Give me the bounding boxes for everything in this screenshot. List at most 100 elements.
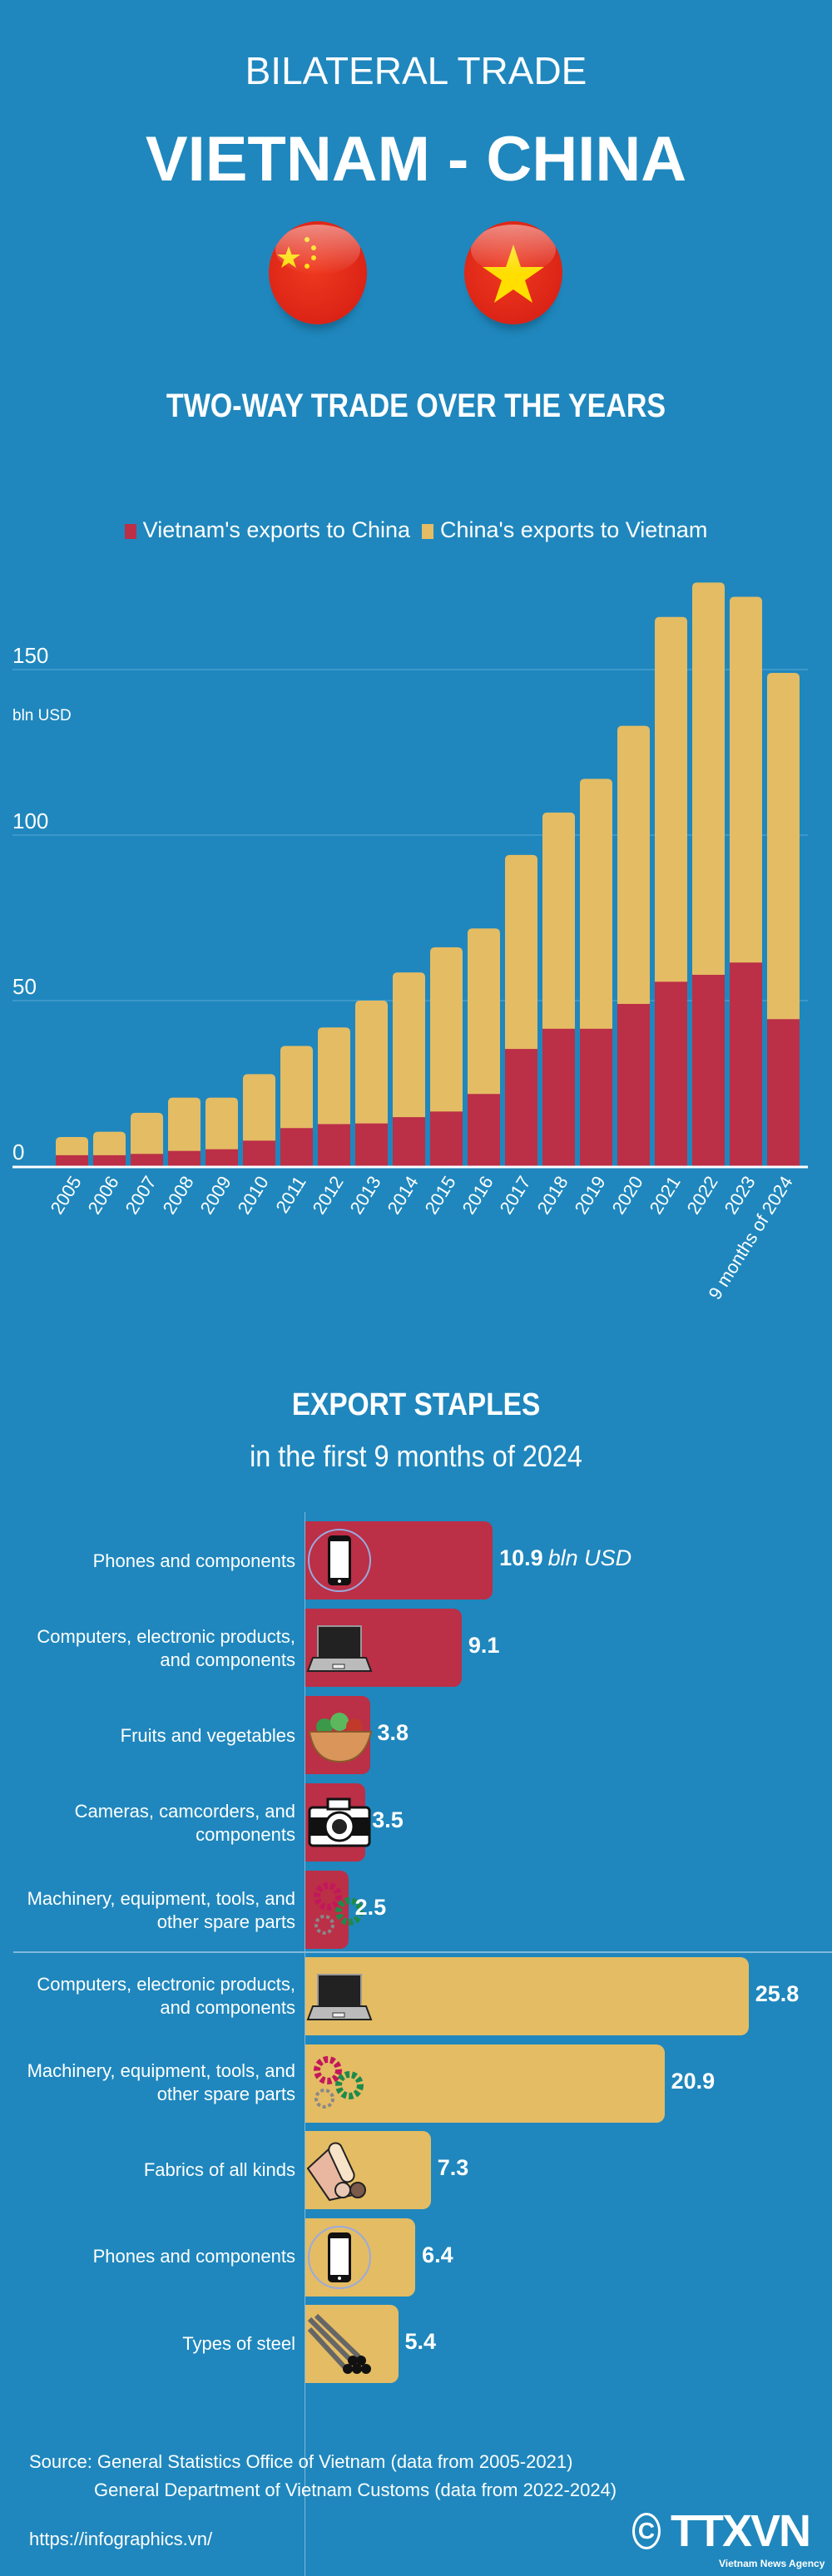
ttxvn-logo: C TTXVN Vietnam News Agency	[632, 2508, 825, 2573]
bar-vietnam-exports	[542, 1028, 575, 1166]
supertitle: BILATERAL TRADE	[245, 49, 587, 92]
bar-vietnam-exports	[767, 1019, 800, 1166]
x-tick-label: 2019	[571, 1172, 610, 1218]
laptop-icon	[306, 1974, 373, 2020]
legend-label: China's exports to Vietnam	[440, 517, 708, 542]
value-number: 25.8	[755, 1981, 800, 2006]
x-tick-label: 2014	[384, 1172, 423, 1218]
legend-swatch-yellow	[422, 523, 433, 539]
bar-vietnam-exports	[355, 1123, 388, 1166]
vegetable-bowl-icon	[308, 1713, 373, 1763]
bar-vietnam-exports	[617, 1003, 650, 1166]
staple-label: Computers, electronic products, and comp…	[37, 1625, 295, 1670]
section-subtitle: in the first 9 months of 2024	[250, 1439, 582, 1473]
gears-icon	[314, 2055, 364, 2109]
staple-label: Machinery, equipment, tools, and other s…	[27, 1887, 295, 1932]
website-link[interactable]: https://infographics.vn/	[29, 2529, 213, 2549]
staple-label-box: Fruits and vegetables	[12, 1693, 295, 1778]
bar-vietnam-exports	[243, 1140, 275, 1166]
source-line-2: General Department of Vietnam Customs (d…	[94, 2480, 617, 2500]
staple-label: Fabrics of all kinds	[143, 2159, 295, 2180]
staple-label: Computers, electronic products, and comp…	[37, 1974, 295, 2018]
chart-legend: Vietnam's exports to China China's expor…	[0, 517, 832, 543]
phone-icon	[308, 2225, 371, 2289]
legend-swatch-red	[124, 523, 136, 539]
staple-value: 2.5	[355, 1895, 387, 1921]
y-axis-unit: bln USD	[12, 707, 72, 724]
bar-china-exports	[131, 1112, 163, 1166]
vietnam-flag-icon	[464, 221, 562, 324]
gears-icon	[314, 1882, 364, 1935]
value-unit: bln USD	[547, 1545, 632, 1570]
staple-label: Cameras, camcorders, and components	[74, 1800, 295, 1845]
legend-item-vietnam-exports: Vietnam's exports to China	[124, 517, 410, 543]
staple-value: 3.8	[377, 1720, 409, 1746]
source-line-1: Source: General Statistics Office of Vie…	[29, 2451, 573, 2472]
x-tick-label: 2012	[309, 1172, 348, 1218]
bar-vietnam-exports	[393, 1117, 425, 1166]
section-title-trade: TWO-WAY TRADE OVER THE YEARS	[166, 388, 666, 424]
x-tick-label: 2021	[646, 1172, 685, 1218]
staple-label: Types of steel	[182, 2333, 295, 2354]
section-title-staples: EXPORT STAPLES	[291, 1387, 541, 1422]
x-tick-label: 2011	[271, 1172, 310, 1216]
x-tick-label: 2008	[159, 1172, 198, 1218]
value-number: 2.5	[354, 1895, 387, 1920]
value-number: 7.3	[437, 2155, 469, 2180]
bar-vietnam-exports	[655, 981, 687, 1166]
staple-label-box: Phones and components	[12, 1518, 295, 1604]
steel-pipes-icon	[307, 2313, 371, 2374]
staple-bar	[305, 2044, 665, 2123]
staple-label-box: Computers, electronic products, and comp…	[12, 1954, 295, 2039]
staple-value: 3.5	[372, 1807, 404, 1833]
value-number: 20.9	[671, 2068, 716, 2094]
x-tick-label: 2023	[721, 1172, 760, 1218]
bar-vietnam-exports	[206, 1149, 238, 1166]
staple-value: 10.9 bln USD	[499, 1545, 631, 1571]
bar-vietnam-exports	[730, 962, 762, 1166]
bar-vietnam-exports	[468, 1094, 500, 1166]
logo-subtext: Vietnam News Agency	[719, 2558, 825, 2569]
phone-icon	[308, 1529, 371, 1592]
legend-label: Vietnam's exports to China	[142, 517, 410, 542]
bar-vietnam-exports	[93, 1155, 126, 1166]
value-number: 3.5	[372, 1807, 404, 1832]
staple-label: Fruits and vegetables	[120, 1724, 295, 1746]
x-tick-label: 2018	[533, 1172, 572, 1218]
staple-value: 20.9	[671, 2069, 716, 2094]
staple-value: 6.4	[422, 2242, 453, 2268]
x-tick-label: 2006	[84, 1172, 123, 1218]
bar-vietnam-exports	[580, 1028, 612, 1166]
staple-label-box: Cameras, camcorders, and components	[12, 1780, 295, 1866]
staple-label-box: Fabrics of all kinds	[12, 2128, 295, 2213]
legend-item-china-exports: China's exports to Vietnam	[422, 517, 707, 543]
x-tick-label: 2009	[196, 1172, 235, 1218]
staple-value: 5.4	[405, 2329, 437, 2355]
bar-vietnam-exports	[168, 1150, 201, 1166]
staple-label-box: Phones and components	[12, 2214, 295, 2299]
x-tick-label: 2007	[121, 1172, 161, 1218]
y-tick-label: 0	[12, 1140, 24, 1164]
x-tick-label: 2020	[608, 1172, 647, 1218]
staple-label-box: Types of steel	[12, 2302, 295, 2386]
bar-vietnam-exports	[131, 1154, 163, 1166]
staple-value: 9.1	[468, 1633, 500, 1659]
staple-value: 7.3	[438, 2155, 469, 2181]
bar-china-exports	[206, 1097, 238, 1166]
staple-label: Phones and components	[92, 1550, 295, 1571]
bar-vietnam-exports	[505, 1049, 537, 1166]
y-tick-label: 150	[12, 643, 48, 668]
staple-label: Machinery, equipment, tools, and other s…	[27, 2060, 295, 2104]
y-tick-label: 50	[12, 974, 37, 999]
value-number: 5.4	[404, 2329, 437, 2354]
x-tick-label: 2017	[496, 1172, 535, 1218]
value-number: 10.9	[499, 1545, 543, 1570]
china-flag-icon	[269, 221, 367, 324]
bar-vietnam-exports	[430, 1111, 463, 1166]
x-tick-label: 2022	[683, 1172, 722, 1218]
staple-label-box: Machinery, equipment, tools, and other s…	[12, 2040, 295, 2125]
laptop-icon	[306, 1625, 373, 1672]
camera-icon	[308, 1797, 371, 1847]
main-title: VIETNAM - CHINA	[145, 124, 687, 195]
bar-vietnam-exports	[318, 1124, 350, 1166]
